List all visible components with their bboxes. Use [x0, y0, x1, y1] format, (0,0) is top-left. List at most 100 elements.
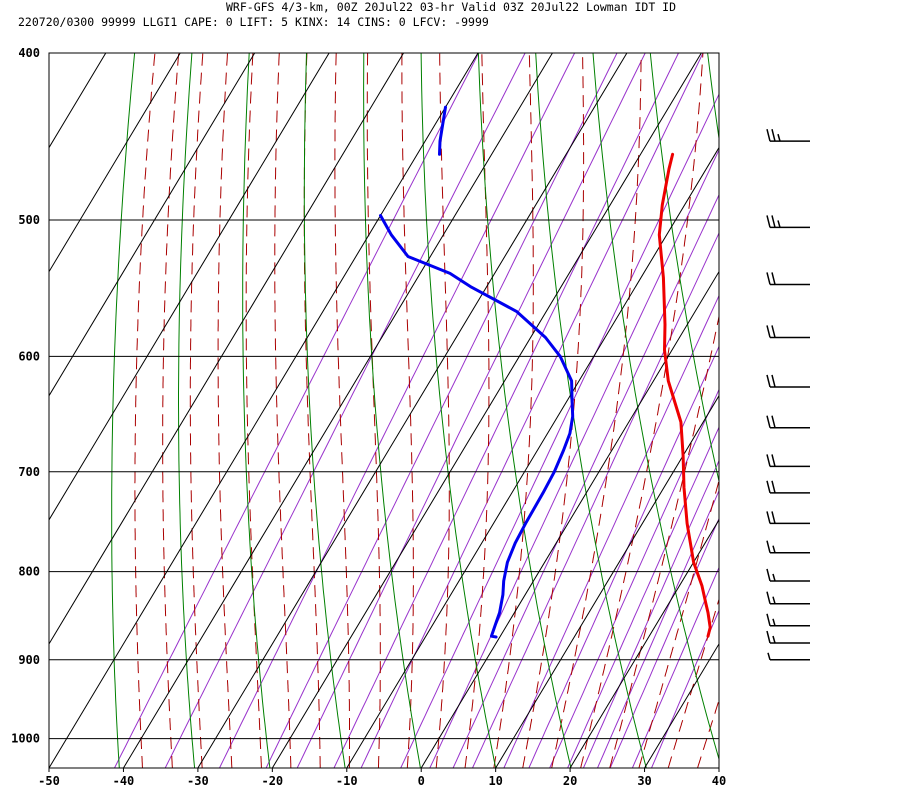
- wind-barb: [766, 480, 810, 494]
- mixing-ratio-line: [609, 517, 719, 768]
- mixing-ratio-line: [549, 388, 719, 768]
- pressure-tick-label: 800: [18, 565, 40, 579]
- wind-barb: [766, 568, 810, 582]
- plot-area: 400 500 600 700 800 900 1000 -50 -40 -30 -20 -10 0 10…: [11, 46, 900, 788]
- wind-barb-half-flag: [777, 220, 781, 228]
- isotherm-line: [49, 53, 330, 521]
- wind-barb-full-flag: [771, 325, 776, 338]
- moist-adiabat-line: [189, 53, 204, 768]
- moist-adiabat-line: [401, 53, 414, 768]
- pressure-tick-label: 700: [18, 465, 40, 479]
- pressure-tick-label: 400: [18, 46, 40, 60]
- temperature-tick-label: 40: [712, 774, 726, 788]
- moist-adiabat-line: [274, 53, 292, 768]
- mixing-ratio-line: [582, 459, 719, 768]
- wind-barb: [766, 540, 810, 554]
- wind-barb-column: [766, 128, 810, 661]
- temperature-tick-label: -30: [187, 774, 209, 788]
- moist-adiabat-line: [134, 53, 156, 768]
- wind-barb-half-flag: [772, 545, 776, 553]
- pressure-tick-label: 900: [18, 653, 40, 667]
- wind-barb-full-flag: [766, 374, 771, 388]
- mixing-ratio-line: [400, 93, 719, 768]
- wind-barb-full-flag: [766, 272, 771, 285]
- moist-adiabat-line: [551, 53, 642, 768]
- moist-adiabat-line: [435, 53, 450, 768]
- moist-adiabat-line: [609, 314, 719, 768]
- mixing-ratio-line: [164, 53, 526, 768]
- dry-adiabat-line: [880, 53, 900, 768]
- moist-adiabat-line: [464, 53, 490, 768]
- background-lines: [49, 53, 900, 768]
- wind-barb-full-flag: [766, 454, 771, 467]
- mixing-ratio-line: [429, 148, 719, 768]
- wind-barb: [766, 325, 810, 339]
- dry-adiabat-line: [592, 53, 719, 761]
- temperature-tick-label: -40: [113, 774, 135, 788]
- wind-barb-full-flag: [766, 591, 771, 604]
- isotherm-line: [644, 642, 719, 768]
- wind-barb-full-flag: [766, 325, 771, 338]
- isotherm-line: [569, 518, 719, 768]
- wind-barb: [766, 454, 810, 468]
- wind-barb: [766, 511, 810, 525]
- moist-adiabat-line: [697, 698, 719, 768]
- wind-barb: [766, 415, 810, 429]
- moist-adiabat-line: [217, 53, 233, 768]
- isotherm-line: [49, 53, 256, 397]
- wind-barb-half-flag: [772, 573, 776, 582]
- wind-barb-full-flag: [771, 128, 776, 142]
- temperature-tick-label: 0: [418, 774, 425, 788]
- mixing-ratio-line: [651, 609, 719, 768]
- mixing-ratio-line: [597, 489, 719, 768]
- moist-adiabat-line: [162, 53, 180, 768]
- mixing-ratio-line: [333, 53, 679, 768]
- wind-barb: [766, 374, 810, 388]
- moist-adiabat-line: [757, 53, 900, 768]
- mixing-ratio-line: [265, 53, 618, 768]
- wind-barb: [766, 613, 810, 627]
- dry-adiabat-line: [649, 53, 719, 484]
- wind-barb-full-flag: [766, 480, 771, 494]
- mixing-ratio-line: [503, 294, 719, 768]
- wind-barb-full-flag: [766, 128, 771, 142]
- wind-barb-half-flag: [777, 133, 781, 142]
- isotherm-line: [346, 146, 719, 768]
- wind-barb-full-flag: [766, 540, 771, 553]
- dry-adiabat-line: [303, 53, 346, 768]
- wind-barb: [766, 215, 810, 229]
- dry-adiabat-line: [178, 53, 196, 768]
- wind-barb: [767, 652, 810, 661]
- moist-adiabat-line: [334, 53, 350, 768]
- wind-barb-full-flag: [771, 511, 776, 524]
- dry-adiabat-line: [707, 53, 719, 142]
- dry-adiabat-line: [822, 53, 900, 768]
- dry-adiabat-line: [420, 53, 497, 768]
- pressure-tick-label: 500: [18, 213, 40, 227]
- wind-barb-full-flag: [771, 415, 776, 428]
- dewpoint-line: [379, 214, 575, 639]
- moist-adiabat-line: [245, 53, 262, 768]
- wind-barb-full-flag: [766, 568, 771, 582]
- moist-adiabat-line: [493, 53, 534, 768]
- dry-adiabat-line: [242, 53, 271, 768]
- wind-barb-full-flag: [771, 272, 776, 285]
- wind-barb-half-flag: [767, 652, 771, 661]
- moist-adiabat-line: [366, 53, 381, 768]
- wind-barb: [766, 128, 810, 142]
- wind-barb: [766, 591, 810, 605]
- isotherm-line: [49, 53, 404, 645]
- wind-barb-half-flag: [772, 635, 776, 644]
- mixing-ratio-line: [296, 53, 646, 768]
- mixing-ratio-line: [567, 426, 719, 768]
- wind-barb-half-flag: [772, 596, 776, 604]
- mixing-ratio-line: [472, 231, 719, 768]
- wind-barb-full-flag: [771, 374, 776, 388]
- wind-barb-half-flag: [772, 618, 776, 626]
- dry-adiabat-line: [477, 53, 572, 768]
- isotherm-line: [718, 767, 719, 768]
- temperature-tick-label: 30: [637, 774, 651, 788]
- isotherm-line: [49, 53, 479, 768]
- temperature-tick-label: -50: [38, 774, 60, 788]
